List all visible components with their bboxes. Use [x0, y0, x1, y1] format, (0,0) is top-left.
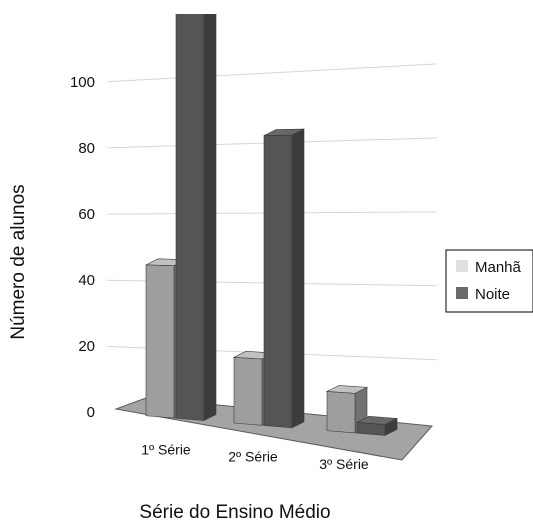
- y-tick-label: 80: [78, 140, 95, 157]
- x-tick-label: 3º Série: [319, 456, 369, 472]
- legend-swatch-manha: [456, 260, 468, 272]
- y-tick-label: 20: [78, 338, 95, 355]
- bar: [175, 14, 217, 422]
- y-tick-label: 60: [78, 206, 95, 223]
- bar: [355, 416, 399, 436]
- y-tick-label: 40: [78, 272, 95, 289]
- gridline: [106, 63, 438, 83]
- legend-swatch-noite: [456, 287, 468, 299]
- bar: [263, 128, 305, 429]
- y-tick-label: 100: [70, 74, 95, 91]
- x-tick-label: 2º Série: [228, 449, 278, 465]
- x-tick-labels: 1º Série 2º Série 3º Série: [141, 441, 369, 472]
- x-axis-title: Série do Ensino Médio: [139, 502, 330, 523]
- y-tick-label: 0: [87, 404, 95, 421]
- legend-label-manha: Manhã: [475, 259, 522, 276]
- y-tick-labels: 0 20 40 60 80 100: [70, 74, 95, 421]
- legend-label-noite: Noite: [475, 286, 510, 303]
- bars: [145, 14, 399, 436]
- x-tick-label: 1º Série: [141, 441, 191, 457]
- y-axis-title: Número de alunos: [8, 184, 29, 339]
- legend: Manhã Noite: [445, 249, 533, 313]
